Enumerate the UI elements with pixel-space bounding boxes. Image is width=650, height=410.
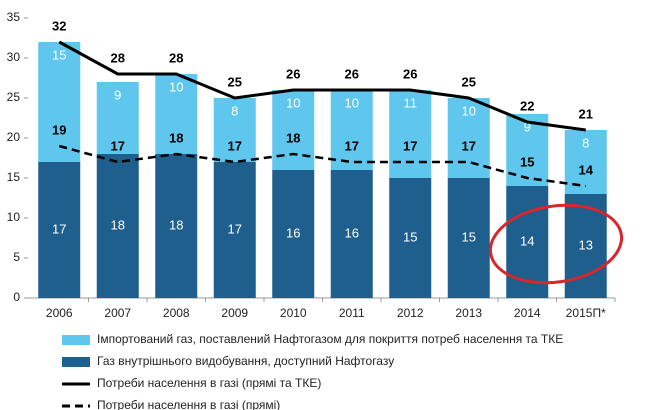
- x-tick-label: 2010: [280, 306, 307, 320]
- legend-label: Імпортований газ, поставлений Нафтогазом…: [97, 332, 563, 346]
- bar: [213, 162, 256, 298]
- legend-swatch: [62, 357, 90, 367]
- y-tick-label: 20: [7, 130, 21, 144]
- value-label: 18: [169, 217, 183, 232]
- value-label: 14: [579, 162, 594, 177]
- legend-swatch: [62, 335, 90, 345]
- value-label: 28: [169, 50, 183, 65]
- value-label: 22: [520, 98, 534, 113]
- value-label: 10: [345, 95, 359, 110]
- value-label: 15: [403, 229, 417, 244]
- y-tick-label: 5: [13, 250, 20, 264]
- bar: [564, 130, 607, 194]
- value-label: 10: [286, 95, 300, 110]
- legend-label: Потреби населення в газі (прямі та ТКЕ): [97, 376, 321, 390]
- value-label: 26: [403, 66, 417, 81]
- highlight-ellipse: [488, 203, 624, 285]
- value-label: 16: [345, 225, 359, 240]
- value-label: 10: [462, 103, 476, 118]
- bar: [447, 178, 490, 298]
- x-tick-label: 2008: [163, 306, 190, 320]
- y-tick-label: 0: [13, 290, 20, 304]
- bar: [213, 98, 256, 162]
- x-tick-label: 2012: [397, 306, 424, 320]
- value-label: 13: [579, 237, 593, 252]
- value-label: 25: [462, 74, 476, 89]
- value-label: 32: [52, 18, 66, 33]
- bar: [389, 178, 432, 298]
- bar: [96, 82, 139, 154]
- x-tick-label: 2015П*: [566, 306, 606, 320]
- value-label: 18: [169, 130, 183, 145]
- value-label: 10: [169, 79, 183, 94]
- y-tick-label: 35: [7, 10, 21, 24]
- value-label: 8: [231, 103, 238, 118]
- y-tick-label: 30: [7, 50, 21, 64]
- value-label: 17: [228, 138, 242, 153]
- bar: [38, 42, 81, 162]
- value-label: 17: [228, 221, 242, 236]
- value-label: 19: [52, 122, 66, 137]
- value-label: 17: [345, 138, 359, 153]
- bar: [96, 154, 139, 298]
- line: [58, 144, 586, 188]
- value-label: 9: [114, 87, 121, 102]
- value-label: 25: [228, 74, 242, 89]
- value-label: 28: [111, 50, 125, 65]
- value-label: 17: [403, 138, 417, 153]
- x-tick-label: 2014: [514, 306, 541, 320]
- value-label: 17: [462, 138, 476, 153]
- value-label: 21: [579, 106, 593, 121]
- value-label: 26: [345, 66, 359, 81]
- value-label: 18: [286, 130, 300, 145]
- bar: [38, 162, 81, 298]
- bar: [155, 74, 198, 154]
- bar: [330, 90, 373, 170]
- value-label: 18: [111, 217, 125, 232]
- x-tick-label: 2013: [455, 306, 482, 320]
- bar: [506, 186, 549, 298]
- value-label: 26: [286, 66, 300, 81]
- value-label: 15: [462, 229, 476, 244]
- value-label: 17: [111, 138, 125, 153]
- value-label: 16: [286, 225, 300, 240]
- value-label: 11: [404, 95, 418, 110]
- value-label: 8: [582, 135, 589, 150]
- bar: [389, 90, 432, 178]
- x-tick-label: 2011: [339, 306, 365, 320]
- x-tick-label: 2006: [46, 306, 73, 320]
- value-label: 14: [520, 233, 534, 248]
- bar: [447, 98, 490, 178]
- y-tick-label: 10: [7, 210, 21, 224]
- x-tick-label: 2009: [221, 306, 248, 320]
- value-label: 15: [52, 47, 66, 62]
- y-tick-label: 15: [7, 170, 21, 184]
- y-tick-label: 25: [7, 90, 21, 104]
- bar: [330, 170, 373, 298]
- legend-label: Газ внутрішнього видобування, доступний …: [97, 354, 394, 368]
- line: [58, 40, 586, 132]
- value-label: 17: [52, 221, 66, 236]
- legend-label: Потреби населення в газі (прямі): [97, 398, 280, 410]
- x-tick-label: 2007: [104, 306, 131, 320]
- value-label: 9: [524, 119, 531, 134]
- bar: [272, 170, 315, 298]
- value-label: 15: [520, 154, 534, 169]
- bar: [155, 154, 198, 298]
